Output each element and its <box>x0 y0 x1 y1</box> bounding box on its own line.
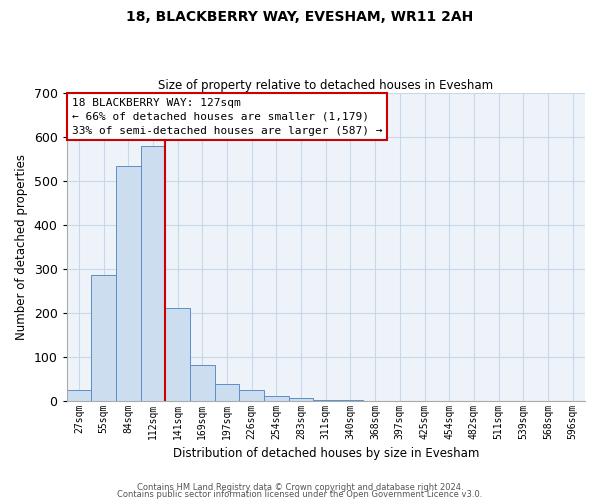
Bar <box>91 276 116 400</box>
Y-axis label: Number of detached properties: Number of detached properties <box>15 154 28 340</box>
Text: Contains public sector information licensed under the Open Government Licence v3: Contains public sector information licen… <box>118 490 482 499</box>
Bar <box>215 384 239 400</box>
Text: 18, BLACKBERRY WAY, EVESHAM, WR11 2AH: 18, BLACKBERRY WAY, EVESHAM, WR11 2AH <box>127 10 473 24</box>
Bar <box>264 396 289 400</box>
Bar <box>289 398 313 400</box>
Title: Size of property relative to detached houses in Evesham: Size of property relative to detached ho… <box>158 79 493 92</box>
Bar <box>67 390 91 400</box>
Bar <box>166 308 190 400</box>
Bar <box>140 146 166 401</box>
Text: 18 BLACKBERRY WAY: 127sqm
← 66% of detached houses are smaller (1,179)
33% of se: 18 BLACKBERRY WAY: 127sqm ← 66% of detac… <box>72 98 382 136</box>
Bar <box>116 166 140 400</box>
Bar <box>239 390 264 400</box>
Bar <box>190 366 215 400</box>
Text: Contains HM Land Registry data © Crown copyright and database right 2024.: Contains HM Land Registry data © Crown c… <box>137 484 463 492</box>
X-axis label: Distribution of detached houses by size in Evesham: Distribution of detached houses by size … <box>173 447 479 460</box>
